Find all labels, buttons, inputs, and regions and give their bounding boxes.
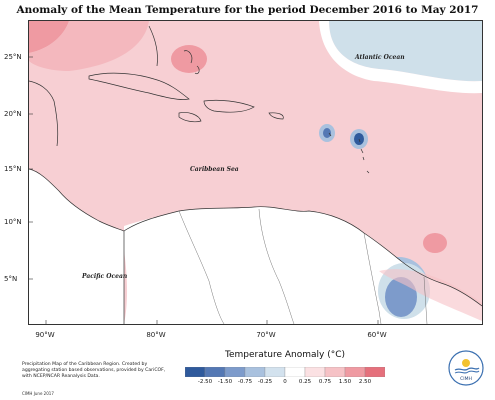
- legend-color-cell: [264, 367, 286, 377]
- lon-label-70w: 70°W: [256, 331, 276, 339]
- anomaly-field-cool-atlantic: [329, 21, 482, 82]
- legend-color-cell: [364, 367, 385, 377]
- legend-color-cell: [304, 367, 326, 377]
- ocean-label-pacific: Pacific Ocean: [82, 273, 128, 280]
- legend-color-cell: [204, 367, 226, 377]
- ocean-label-atlantic: Atlantic Ocean: [355, 54, 405, 61]
- ocean-label-caribbean: Caribbean Sea: [190, 166, 239, 173]
- legend-title: Temperature Anomaly (°C): [224, 350, 345, 360]
- logo-text: CIMH: [460, 376, 472, 382]
- legend-tick-label: 2.50: [358, 379, 372, 385]
- legend-color-cell: [224, 367, 246, 377]
- legend-color-cell: [244, 367, 266, 377]
- anomaly-field-warm-guianas: [379, 269, 482, 321]
- country-borders: [178, 208, 428, 324]
- legend-tick-label: 0.25: [298, 379, 312, 385]
- map-area: [28, 20, 483, 325]
- coastlines: [29, 25, 482, 324]
- lon-label-80w: 80°W: [146, 331, 166, 339]
- graticule-ticks: [29, 56, 379, 324]
- lat-label-15n: 15°N: [4, 165, 22, 173]
- credit: CIMH June 2017: [22, 391, 54, 396]
- legend-color-cell: [324, 367, 346, 377]
- anomaly-field-warm-bahamas: [171, 45, 207, 73]
- legend-color-cell: [344, 367, 366, 377]
- yucatan-land: [29, 81, 58, 169]
- lon-label-90w: 90°W: [35, 331, 55, 339]
- legend-tick-label: -2.50: [197, 379, 213, 385]
- lat-label-10n: 10°N: [4, 218, 22, 226]
- lat-label-20n: 20°N: [4, 110, 22, 118]
- lat-label-5n: 5°N: [4, 275, 18, 283]
- legend-tick-label: 1.50: [338, 379, 352, 385]
- footnote: Precipitation Map of the Caribbean Regio…: [22, 362, 166, 379]
- anomaly-field-cool-core-1: [323, 128, 331, 138]
- legend-color-cells: [185, 367, 385, 377]
- legend-color-cell: [284, 367, 306, 377]
- central-america-land: [29, 169, 124, 324]
- anomaly-field-warm-atlantic: [423, 233, 447, 253]
- anomaly-field-warm-cuba: [29, 21, 149, 71]
- legend-tick-label: 0: [283, 379, 287, 385]
- legend-tick-label: -0.75: [237, 379, 253, 385]
- legend-colorbar: [185, 367, 385, 377]
- lat-label-25n: 25°N: [4, 53, 22, 61]
- anomaly-field-warm-gulf: [29, 21, 69, 53]
- legend-tick-label: -0.25: [257, 379, 273, 385]
- map-title: Anomaly of the Mean Temperature for the …: [16, 4, 479, 16]
- anomaly-field-neutral: [319, 21, 482, 94]
- legend-tick-label: -1.50: [217, 379, 233, 385]
- anomaly-map-svg: [29, 21, 482, 324]
- legend-tick-label: 0.75: [318, 379, 332, 385]
- lon-label-60w: 60°W: [367, 331, 387, 339]
- cimh-logo-icon: CIMH: [448, 350, 484, 386]
- legend-color-cell: [185, 367, 206, 377]
